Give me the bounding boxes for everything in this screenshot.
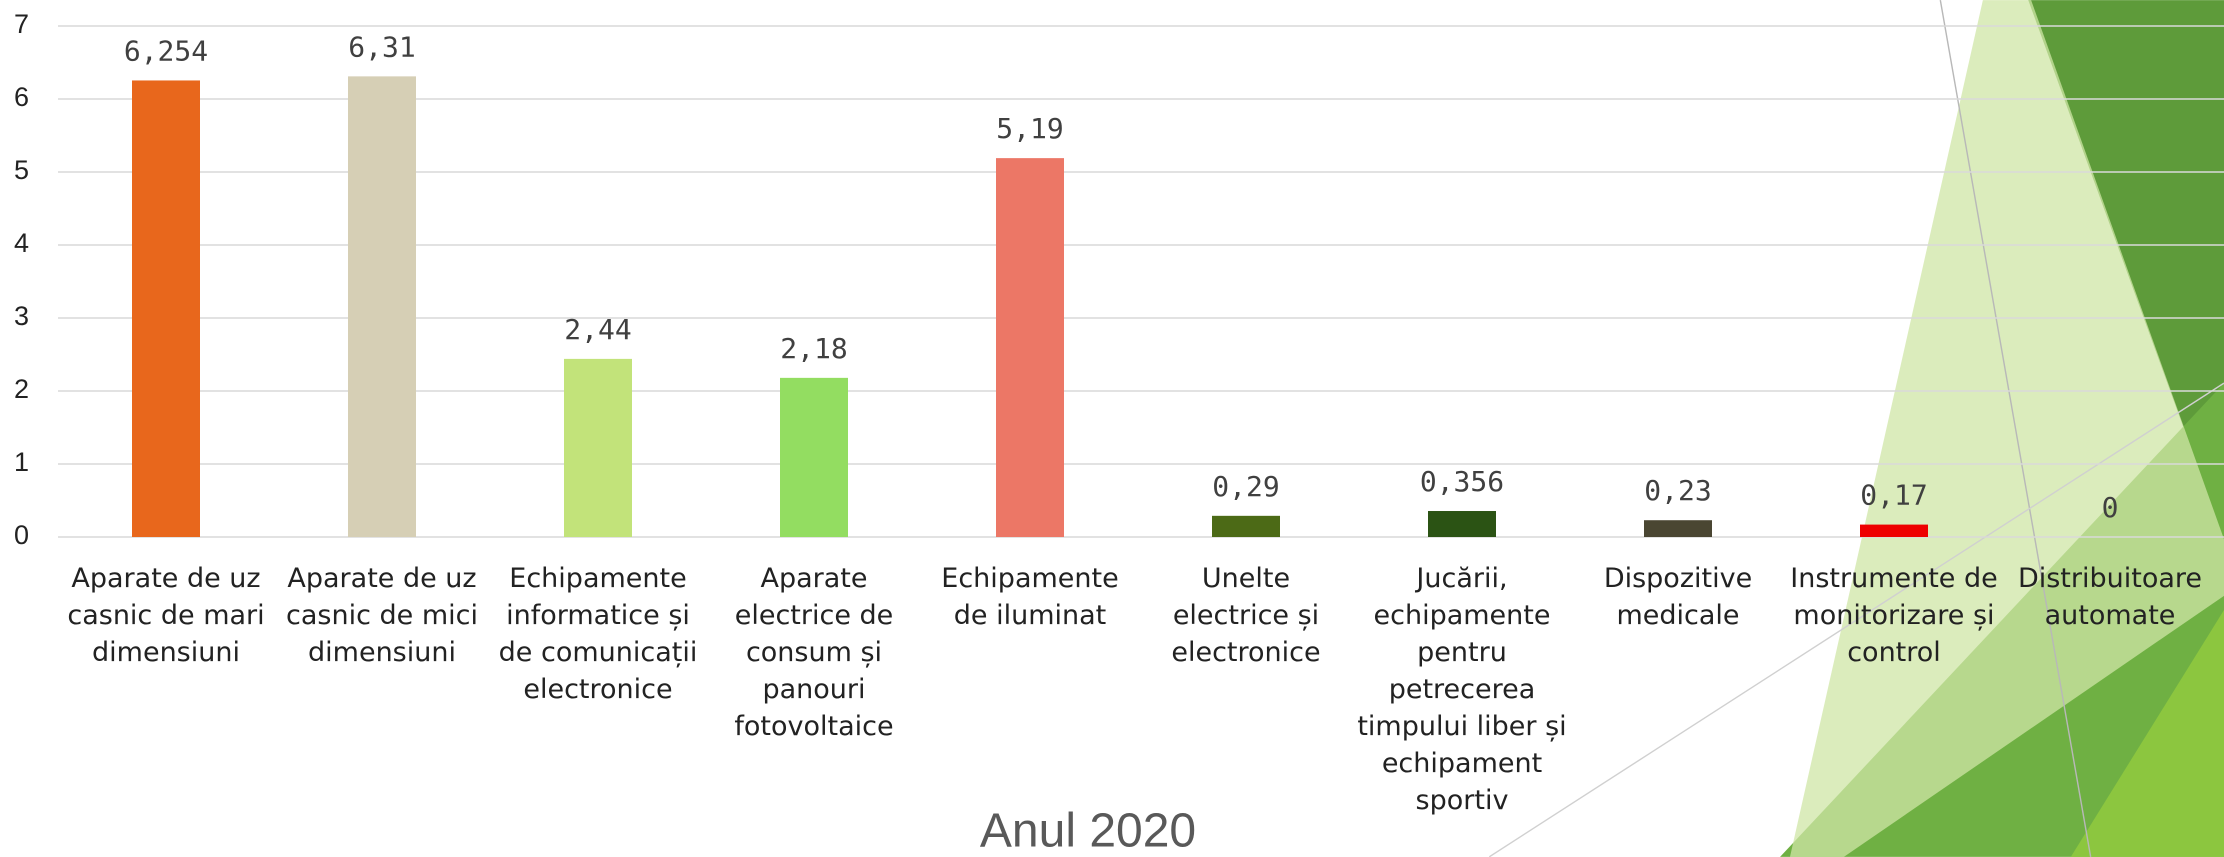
value-label: 6,254 — [124, 34, 208, 67]
y-tick-label: 0 — [14, 520, 29, 550]
y-tick-label: 1 — [14, 447, 29, 477]
y-tick-label: 2 — [14, 374, 29, 404]
value-label: 5,19 — [996, 112, 1063, 145]
value-label: 0,356 — [1420, 465, 1504, 498]
bar — [348, 76, 416, 537]
value-label: 0 — [2102, 491, 2119, 524]
x-tick-label: Dispozitive medicale — [1572, 560, 1784, 634]
bar — [132, 80, 200, 537]
value-label: 6,31 — [348, 30, 415, 63]
value-label: 0,17 — [1860, 479, 1927, 512]
y-tick-label: 6 — [14, 82, 29, 112]
bar — [1428, 511, 1496, 537]
value-label: 2,44 — [564, 313, 631, 346]
value-label: 0,23 — [1644, 474, 1711, 507]
bar — [564, 359, 632, 537]
x-tick-label: Unelte electrice și electronice — [1140, 560, 1352, 671]
x-tick-label: Instrumente de monitorizare și control — [1788, 560, 2000, 671]
x-axis-title: Anul 2020 — [980, 805, 1196, 857]
x-tick-label: Jucării, echipamente pentru petrecerea t… — [1356, 560, 1568, 819]
page: Anul 2020 0 1 2 3 4 5 6 7 6,254 6,31 2,44 2,18 5,19 0… — [0, 0, 2224, 857]
bar — [1860, 525, 1928, 537]
x-tick-label: Aparate de uz casnic de mari dimensiuni — [60, 560, 272, 671]
x-tick-label: Distribuitoare automate — [2004, 560, 2216, 634]
x-tick-label: Echipamente informatice și de comunicați… — [492, 560, 704, 708]
value-label: 0,29 — [1212, 470, 1279, 503]
x-tick-label: Aparate electrice de consum și panouri f… — [708, 560, 920, 745]
value-label: 2,18 — [780, 332, 847, 365]
chart: Anul 2020 0 1 2 3 4 5 6 7 6,254 6,31 2,44 2,18 5,19 0… — [0, 0, 2224, 857]
y-tick-label: 5 — [14, 155, 29, 185]
bar — [1644, 520, 1712, 537]
y-tick-label: 7 — [14, 9, 29, 39]
bar — [1212, 516, 1280, 537]
y-tick-label: 4 — [14, 228, 29, 258]
x-tick-label: Echipamente de iluminat — [924, 560, 1136, 634]
bar — [996, 158, 1064, 537]
x-tick-label: Aparate de uz casnic de mici dimensiuni — [276, 560, 488, 671]
bar — [780, 378, 848, 537]
y-tick-label: 3 — [14, 301, 29, 331]
